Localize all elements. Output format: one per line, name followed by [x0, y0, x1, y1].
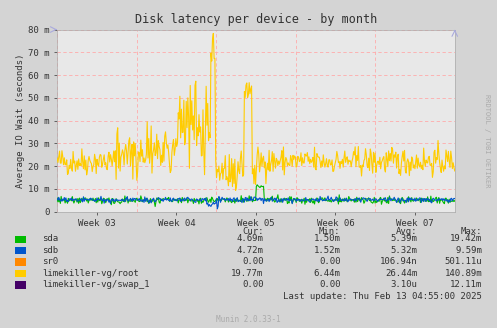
Text: 0.00: 0.00 [242, 280, 263, 289]
Text: 5.39m: 5.39m [391, 234, 417, 243]
Text: Min:: Min: [319, 227, 340, 236]
Text: 0.00: 0.00 [242, 257, 263, 266]
Text: Munin 2.0.33-1: Munin 2.0.33-1 [216, 315, 281, 324]
Text: Last update: Thu Feb 13 04:55:00 2025: Last update: Thu Feb 13 04:55:00 2025 [283, 292, 482, 301]
Text: 9.59m: 9.59m [455, 246, 482, 255]
Text: 140.89m: 140.89m [444, 269, 482, 278]
Text: 106.94n: 106.94n [380, 257, 417, 266]
Text: Avg:: Avg: [396, 227, 417, 236]
Text: 12.11m: 12.11m [450, 280, 482, 289]
Text: Cur:: Cur: [242, 227, 263, 236]
Title: Disk latency per device - by month: Disk latency per device - by month [135, 12, 377, 26]
Text: limekiller-vg/root: limekiller-vg/root [42, 269, 139, 278]
Text: 19.77m: 19.77m [231, 269, 263, 278]
Text: sda: sda [42, 234, 58, 243]
Text: RRDTOOL / TOBI OETIKER: RRDTOOL / TOBI OETIKER [484, 94, 490, 188]
Text: 501.11u: 501.11u [444, 257, 482, 266]
Text: 0.00: 0.00 [319, 280, 340, 289]
Y-axis label: Average IO Wait (seconds): Average IO Wait (seconds) [16, 53, 25, 188]
Text: 1.52m: 1.52m [314, 246, 340, 255]
Text: 0.00: 0.00 [319, 257, 340, 266]
Text: limekiller-vg/swap_1: limekiller-vg/swap_1 [42, 280, 150, 289]
Text: sdb: sdb [42, 246, 58, 255]
Text: 5.32m: 5.32m [391, 246, 417, 255]
Text: 3.10u: 3.10u [391, 280, 417, 289]
Text: 26.44m: 26.44m [385, 269, 417, 278]
Text: 6.44m: 6.44m [314, 269, 340, 278]
Text: 4.69m: 4.69m [237, 234, 263, 243]
Text: sr0: sr0 [42, 257, 58, 266]
Text: 1.50m: 1.50m [314, 234, 340, 243]
Text: Max:: Max: [461, 227, 482, 236]
Text: 4.72m: 4.72m [237, 246, 263, 255]
Text: 19.42m: 19.42m [450, 234, 482, 243]
